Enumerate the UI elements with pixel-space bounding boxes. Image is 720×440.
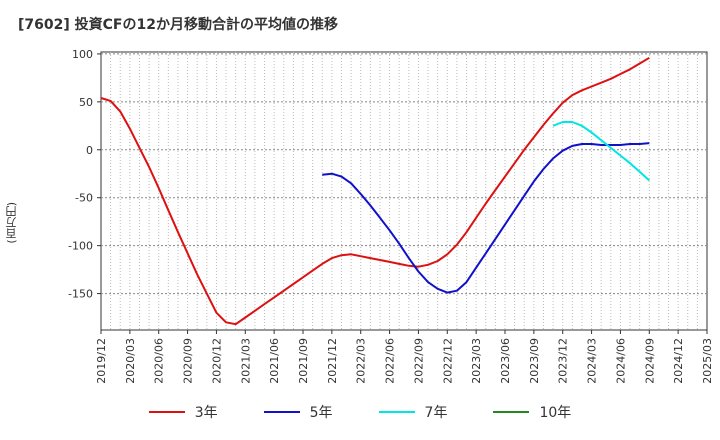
x-tick-label: 2023/03	[470, 338, 483, 384]
y-axis-tick-labels: 100 50 0 -50 -100 -150	[68, 48, 101, 301]
x-axis-tick-labels: 2019/12 2020/03 2020/06 2020/09 2020/12 2021/…	[95, 330, 714, 384]
x-tick-label: 2020/03	[124, 338, 137, 384]
legend-item-5y: 5年	[263, 400, 333, 424]
x-tick-label: 2024/09	[643, 338, 656, 384]
legend-label-5y: 5年	[309, 405, 333, 421]
x-tick-label: 2020/06	[153, 338, 166, 384]
x-tick-label: 2023/09	[528, 338, 541, 384]
x-tick-label: 2021/06	[268, 338, 281, 384]
vertical-gridlines	[110, 52, 698, 330]
series-line-2	[322, 142, 650, 294]
x-tick-label: 2023/12	[557, 338, 570, 384]
y-tick-label: 50	[79, 96, 93, 109]
series-line-1	[100, 56, 650, 326]
legend-item-10y: 10年	[493, 400, 571, 424]
x-tick-label: 2022/03	[355, 338, 368, 384]
x-tick-label: 2024/06	[614, 338, 627, 384]
series-line-3	[552, 121, 650, 182]
y-tick-label: -100	[68, 240, 93, 253]
x-tick-label: 2019/12	[95, 338, 108, 384]
legend-swatch-7y	[378, 411, 415, 413]
y-tick-label: -150	[68, 288, 93, 301]
series-lines	[100, 56, 650, 326]
x-tick-label: 2021/09	[297, 338, 310, 384]
x-tick-label: 2023/06	[499, 338, 512, 384]
horizontal-gridlines	[101, 53, 707, 295]
legend-label-7y: 7年	[424, 405, 448, 421]
y-tick-label: 100	[72, 48, 93, 61]
legend-swatch-3y	[148, 411, 185, 413]
x-tick-label: 2022/09	[412, 338, 425, 384]
x-tick-label: 2020/09	[182, 338, 195, 384]
x-tick-label: 2021/03	[239, 338, 252, 384]
x-tick-label: 2022/06	[384, 338, 397, 384]
legend-item-3y: 3年	[148, 400, 218, 424]
x-tick-label: 2021/12	[326, 338, 339, 384]
legend: 3年 5年 7年 10年	[0, 400, 720, 424]
legend-swatch-10y	[493, 411, 530, 413]
x-tick-label: 2024/12	[672, 338, 685, 384]
x-tick-label: 2022/12	[441, 338, 454, 384]
y-tick-label: -50	[75, 192, 93, 205]
legend-label-3y: 3年	[194, 405, 218, 421]
x-tick-label: 2020/12	[210, 338, 223, 384]
x-tick-label: 2025/03	[701, 338, 714, 384]
legend-label-10y: 10年	[539, 405, 572, 421]
x-tick-label: 2024/03	[586, 338, 599, 384]
chart-title: [7602] 投資CFの12か月移動合計の平均値の推移	[18, 17, 338, 33]
plot-area	[100, 51, 708, 331]
legend-swatch-5y	[263, 411, 300, 413]
legend-item-7y: 7年	[378, 400, 448, 424]
y-tick-label: 0	[86, 144, 93, 157]
